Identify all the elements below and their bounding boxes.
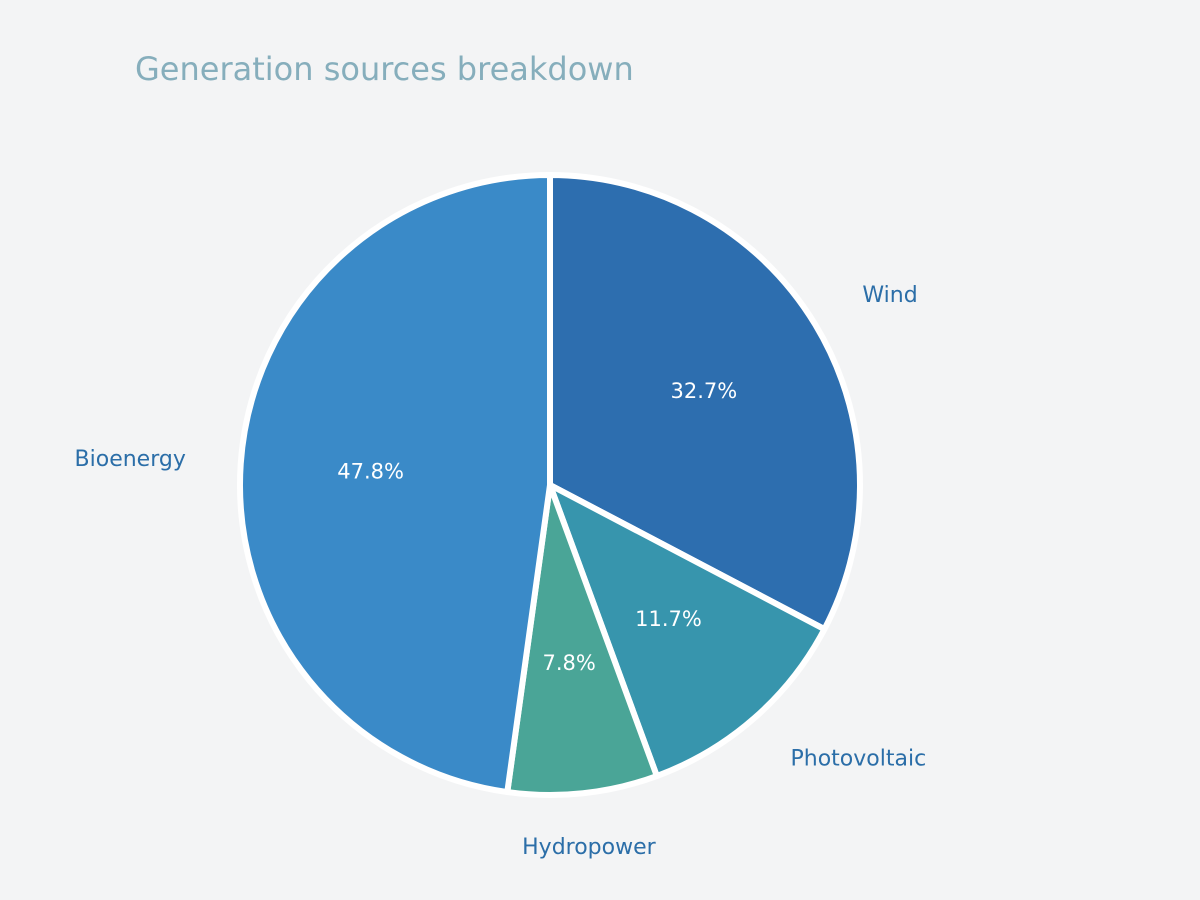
pie-slice <box>237 172 553 796</box>
category-label: Wind <box>862 283 917 308</box>
pie-slice <box>547 172 863 633</box>
category-label: Photovoltaic <box>791 747 927 772</box>
pie-slice <box>547 482 828 780</box>
category-label: Bioenergy <box>75 447 186 472</box>
value-label: 11.7% <box>635 607 702 631</box>
value-label: 32.7% <box>671 379 738 403</box>
pie-slice <box>504 482 660 798</box>
value-label: 7.8% <box>542 651 595 675</box>
value-label: 47.8% <box>337 460 404 484</box>
chart-title: Generation sources breakdown <box>135 50 634 88</box>
category-label: Hydropower <box>522 835 657 860</box>
